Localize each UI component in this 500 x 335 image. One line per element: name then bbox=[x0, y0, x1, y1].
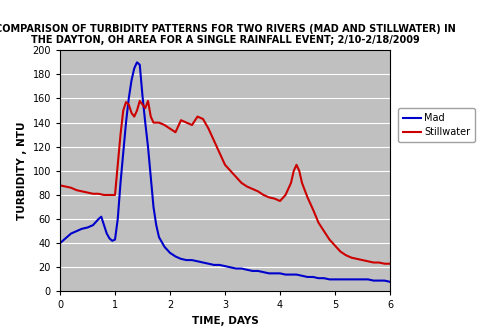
Stillwater bbox=[137, 99, 143, 103]
Line: Stillwater: Stillwater bbox=[60, 101, 390, 264]
Stillwater bbox=[382, 262, 388, 266]
Mad bbox=[250, 269, 256, 273]
Stillwater bbox=[206, 127, 212, 131]
Mad bbox=[57, 241, 63, 245]
Stillwater bbox=[387, 262, 393, 266]
Stillwater bbox=[112, 193, 118, 197]
Legend: Mad, Stillwater: Mad, Stillwater bbox=[398, 108, 475, 142]
Stillwater bbox=[354, 257, 360, 261]
Stillwater bbox=[57, 183, 63, 187]
Stillwater bbox=[250, 187, 256, 191]
Mad bbox=[266, 271, 272, 275]
Mad bbox=[123, 121, 129, 125]
Mad bbox=[387, 280, 393, 284]
Stillwater bbox=[370, 261, 376, 265]
Mad bbox=[134, 60, 140, 64]
Mad bbox=[222, 264, 228, 268]
Y-axis label: TURBIDITY , NTU: TURBIDITY , NTU bbox=[17, 122, 27, 220]
Line: Mad: Mad bbox=[60, 62, 390, 282]
Title: COMPARISON OF TURBIDITY PATTERNS FOR TWO RIVERS (MAD AND STILLWATER) IN
THE DAYT: COMPARISON OF TURBIDITY PATTERNS FOR TWO… bbox=[0, 24, 456, 45]
Stillwater bbox=[68, 186, 74, 190]
Mad bbox=[104, 231, 110, 236]
Mad bbox=[145, 145, 151, 149]
X-axis label: TIME, DAYS: TIME, DAYS bbox=[192, 316, 258, 326]
